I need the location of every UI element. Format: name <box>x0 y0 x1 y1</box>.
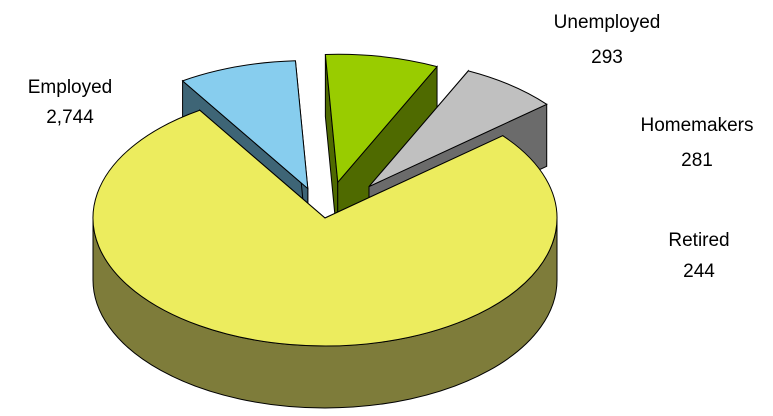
label-name-unemployed: Unemployed <box>554 12 661 33</box>
slice-top-unemployed <box>181 60 309 190</box>
label-name-employed: Employed <box>28 77 113 98</box>
slice-employed <box>92 109 558 409</box>
label-value-employed: 2,744 <box>46 107 94 128</box>
pie-tops <box>92 53 558 409</box>
slice-top-employed <box>92 109 558 347</box>
slice-top-retired <box>368 70 548 188</box>
label-name-homemakers: Homemakers <box>641 115 754 136</box>
label-value-retired: 244 <box>683 261 715 282</box>
slice-top-homemakers <box>324 53 438 184</box>
label-value-homemakers: 281 <box>681 150 713 171</box>
label-name-retired: Retired <box>668 230 729 251</box>
pie-labels: Employed 2,744 Unemployed 293 Homemakers… <box>28 12 754 282</box>
label-value-unemployed: 293 <box>591 47 623 68</box>
